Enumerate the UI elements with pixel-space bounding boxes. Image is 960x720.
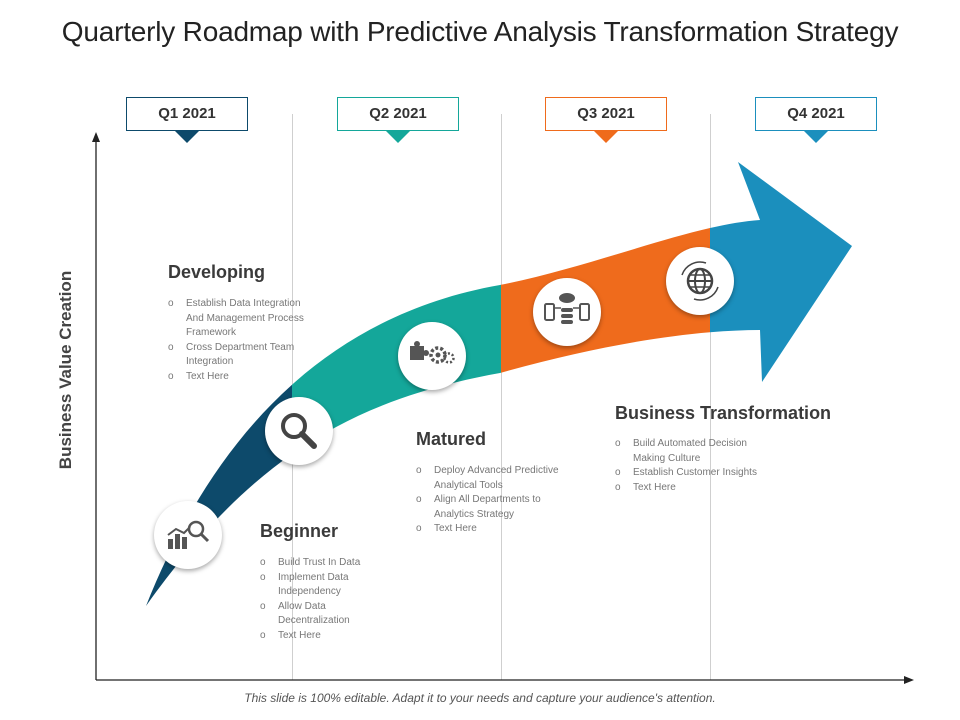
quarter-divider <box>710 114 711 680</box>
list-item: Establish Data Integration And Managemen… <box>168 297 318 341</box>
stage-title-developing: Developing <box>168 262 266 282</box>
puzzle-gears-icon <box>398 322 466 390</box>
list-item: Text Here <box>416 522 576 537</box>
quarter-pointer-q4 <box>804 131 828 143</box>
y-axis-arrowhead <box>92 132 100 142</box>
magnifier-icon <box>265 397 333 465</box>
list-item: Build Automated Decision Making Culture <box>615 437 775 466</box>
quarter-pointer-q2 <box>386 131 410 143</box>
list-item: Establish Customer Insights <box>615 466 775 481</box>
footer-note: This slide is 100% editable. Adapt it to… <box>244 691 716 705</box>
stage-bullets-business-transformation: Build Automated Decision Making Culture … <box>615 437 775 495</box>
stage-title-beginner: Beginner <box>260 521 339 541</box>
quarter-pointer-q3 <box>594 131 618 143</box>
quarter-divider <box>501 114 502 680</box>
stage-bullets-matured: Deploy Advanced Predictive Analytical To… <box>416 464 576 537</box>
arrow-segment-q4 <box>710 162 852 382</box>
quarter-box-q4: Q4 2021 <box>755 97 877 131</box>
list-item: Cross Department Team Integration <box>168 341 318 370</box>
quarter-pointer-q1 <box>175 131 199 143</box>
list-item: Implement Data Independency <box>260 571 380 600</box>
stage-bullets-developing: Establish Data Integration And Managemen… <box>168 297 318 384</box>
list-item: Allow Data Decentralization <box>260 600 380 629</box>
stage-bullets-beginner: Build Trust In Data Implement Data Indep… <box>260 556 380 643</box>
list-item: Align All Departments to Analytics Strat… <box>416 493 576 522</box>
list-item: Text Here <box>168 370 318 385</box>
stage-title-matured: Matured <box>416 429 487 449</box>
list-item: Build Trust In Data <box>260 556 380 571</box>
growth-arrow <box>146 162 852 606</box>
analytics-chart-icon <box>154 501 222 569</box>
stage-title-business-transformation: Business Transformation <box>615 403 832 423</box>
list-item: Text Here <box>615 481 775 496</box>
quarter-box-q1: Q1 2021 <box>126 97 248 131</box>
globe-cycle-icon <box>666 247 734 315</box>
page-title: Quarterly Roadmap with Predictive Analys… <box>61 16 899 47</box>
y-axis-label: Business Value Creation <box>56 270 75 470</box>
x-axis-arrowhead <box>904 676 914 684</box>
quarter-box-q2: Q2 2021 <box>337 97 459 131</box>
list-item: Deploy Advanced Predictive Analytical To… <box>416 464 576 493</box>
list-item: Text Here <box>260 629 380 644</box>
quarter-box-q3: Q3 2021 <box>545 97 667 131</box>
cloud-database-icon <box>533 278 601 346</box>
